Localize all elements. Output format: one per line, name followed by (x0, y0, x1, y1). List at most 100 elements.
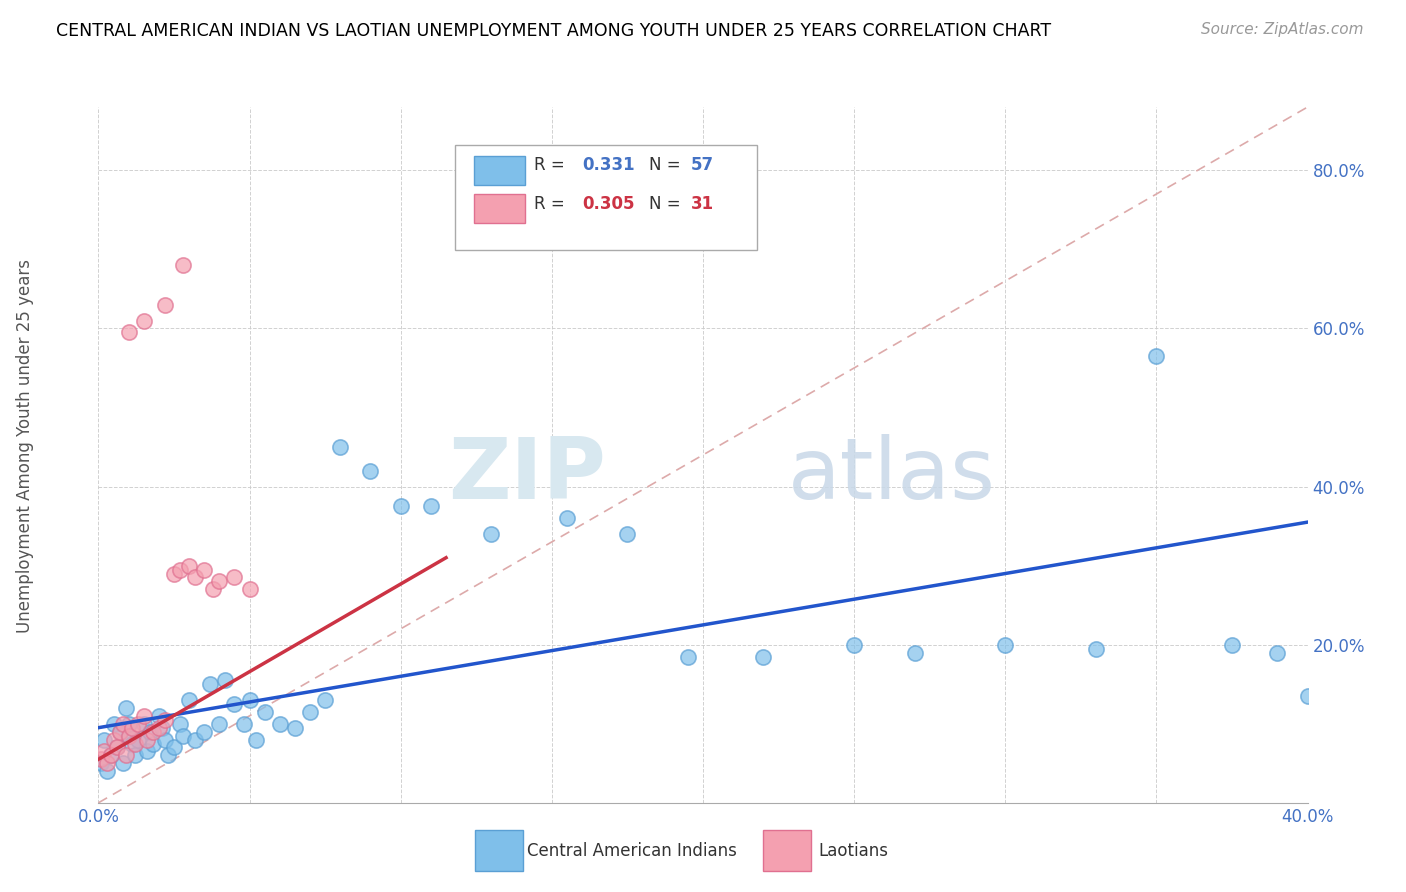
Text: N =: N = (648, 195, 686, 213)
Point (118, 729, 141, 743)
Text: ZIP: ZIP (449, 434, 606, 517)
Point (172, 729, 194, 743)
Point (239, 693, 262, 707)
Point (142, 724, 165, 739)
FancyBboxPatch shape (456, 145, 758, 250)
Point (389, 500, 412, 514)
Point (752, 649, 775, 664)
Point (269, 716, 291, 731)
Text: 0.305: 0.305 (582, 195, 634, 213)
Point (132, 708, 155, 723)
Text: 31: 31 (690, 195, 714, 213)
Point (153, 732, 176, 747)
Point (135, 732, 157, 747)
Text: N =: N = (648, 156, 686, 174)
Point (1265, 646, 1288, 660)
Point (93, 744, 115, 758)
Point (184, 732, 207, 747)
Point (105, 740, 128, 755)
Point (184, 570, 207, 584)
Point (127, 716, 149, 731)
Point (90, 752, 112, 766)
Point (299, 705, 322, 719)
Point (103, 732, 125, 747)
FancyBboxPatch shape (474, 156, 526, 185)
Text: 57: 57 (690, 156, 714, 174)
Point (193, 563, 215, 577)
Point (127, 732, 149, 747)
Point (114, 701, 136, 715)
Point (239, 582, 262, 597)
Point (96, 756, 118, 771)
Point (148, 721, 170, 735)
Text: R =: R = (534, 195, 569, 213)
Point (208, 574, 231, 589)
Point (118, 716, 141, 731)
Point (481, 527, 503, 541)
Point (1296, 689, 1319, 703)
Point (214, 673, 236, 688)
Point (105, 740, 128, 755)
Point (1220, 638, 1243, 652)
Point (202, 582, 225, 597)
Point (118, 729, 141, 743)
Point (108, 724, 131, 739)
Point (153, 713, 176, 727)
Point (124, 748, 146, 763)
Point (314, 693, 336, 707)
Point (1144, 349, 1167, 363)
Point (904, 646, 927, 660)
Point (114, 748, 136, 763)
Point (169, 716, 191, 731)
Point (124, 737, 146, 751)
Point (994, 638, 1017, 652)
Point (132, 716, 155, 731)
FancyBboxPatch shape (474, 194, 526, 223)
Point (360, 464, 382, 478)
Point (169, 563, 191, 577)
Point (1085, 641, 1108, 656)
Text: CENTRAL AMERICAN INDIAN VS LAOTIAN UNEMPLOYMENT AMONG YOUTH UNDER 25 YEARS CORRE: CENTRAL AMERICAN INDIAN VS LAOTIAN UNEMP… (56, 22, 1052, 40)
Point (121, 721, 143, 735)
Point (103, 716, 125, 731)
Point (177, 693, 201, 707)
Point (200, 677, 222, 691)
Point (329, 440, 352, 454)
Point (93, 732, 115, 747)
Point (245, 732, 267, 747)
Text: 0.331: 0.331 (582, 156, 634, 174)
Text: Laotians: Laotians (818, 842, 889, 860)
Point (132, 313, 155, 327)
Point (163, 566, 186, 581)
Point (555, 511, 578, 525)
Point (172, 258, 194, 272)
Point (100, 748, 122, 763)
Point (118, 326, 141, 340)
Point (253, 705, 276, 719)
Point (844, 638, 866, 652)
Point (177, 558, 201, 573)
Point (148, 708, 170, 723)
Point (111, 756, 134, 771)
Point (676, 649, 699, 664)
Point (232, 716, 254, 731)
Point (224, 697, 246, 711)
Point (156, 748, 179, 763)
Point (163, 740, 186, 755)
Text: Source: ZipAtlas.com: Source: ZipAtlas.com (1201, 22, 1364, 37)
Point (108, 724, 131, 739)
Point (616, 527, 638, 541)
Point (139, 724, 162, 739)
Text: atlas: atlas (787, 434, 995, 517)
Text: R =: R = (534, 156, 569, 174)
Point (150, 721, 173, 735)
Point (153, 298, 176, 312)
Point (111, 716, 134, 731)
Point (121, 737, 143, 751)
Point (208, 716, 231, 731)
Point (100, 748, 122, 763)
Point (224, 570, 246, 584)
Point (142, 737, 165, 751)
Point (135, 744, 157, 758)
Text: Unemployment Among Youth under 25 years: Unemployment Among Youth under 25 years (17, 259, 34, 633)
